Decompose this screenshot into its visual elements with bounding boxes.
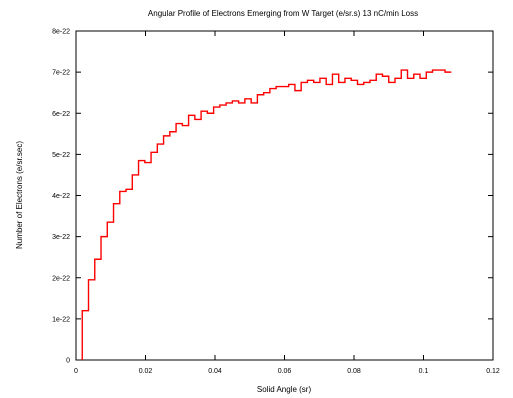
y-tick-label: 2e-22 bbox=[52, 275, 70, 282]
y-tick-label: 5e-22 bbox=[52, 152, 70, 159]
y-axis-label: Number of Electrons (e/sr.sec) bbox=[15, 141, 24, 249]
x-tick-label: 0.04 bbox=[208, 368, 222, 375]
x-tick-label: 0.1 bbox=[419, 368, 429, 375]
x-tick-label: 0.06 bbox=[278, 368, 292, 375]
y-tick-label: 4e-22 bbox=[52, 193, 70, 200]
x-tick-label: 0.12 bbox=[486, 368, 500, 375]
y-axis: 0 1e-22 2e-22 3e-22 4e-22 5e-22 6e-22 7e-22 8e-2… bbox=[52, 29, 493, 365]
y-tick-label: 3e-22 bbox=[52, 234, 70, 241]
y-tick-label: 0 bbox=[66, 358, 70, 365]
y-tick-label: 6e-22 bbox=[52, 111, 70, 118]
y-tick-label: 7e-22 bbox=[52, 70, 70, 77]
series-line bbox=[81, 69, 452, 360]
x-axis: 0 0.02 0.04 0.06 0.08 0.1 0.12 bbox=[74, 31, 500, 375]
x-axis-label: Solid Angle (sr) bbox=[257, 385, 312, 394]
x-tick-label: 0.02 bbox=[139, 368, 153, 375]
y-tick-label: 1e-22 bbox=[52, 316, 70, 323]
chart-title: Angular Profile of Electrons Emerging fr… bbox=[148, 9, 418, 18]
x-tick-label: 0.08 bbox=[347, 368, 361, 375]
y-tick-label: 8e-22 bbox=[52, 29, 70, 36]
x-tick-label: 0 bbox=[74, 368, 78, 375]
plot-frame bbox=[75, 30, 494, 361]
